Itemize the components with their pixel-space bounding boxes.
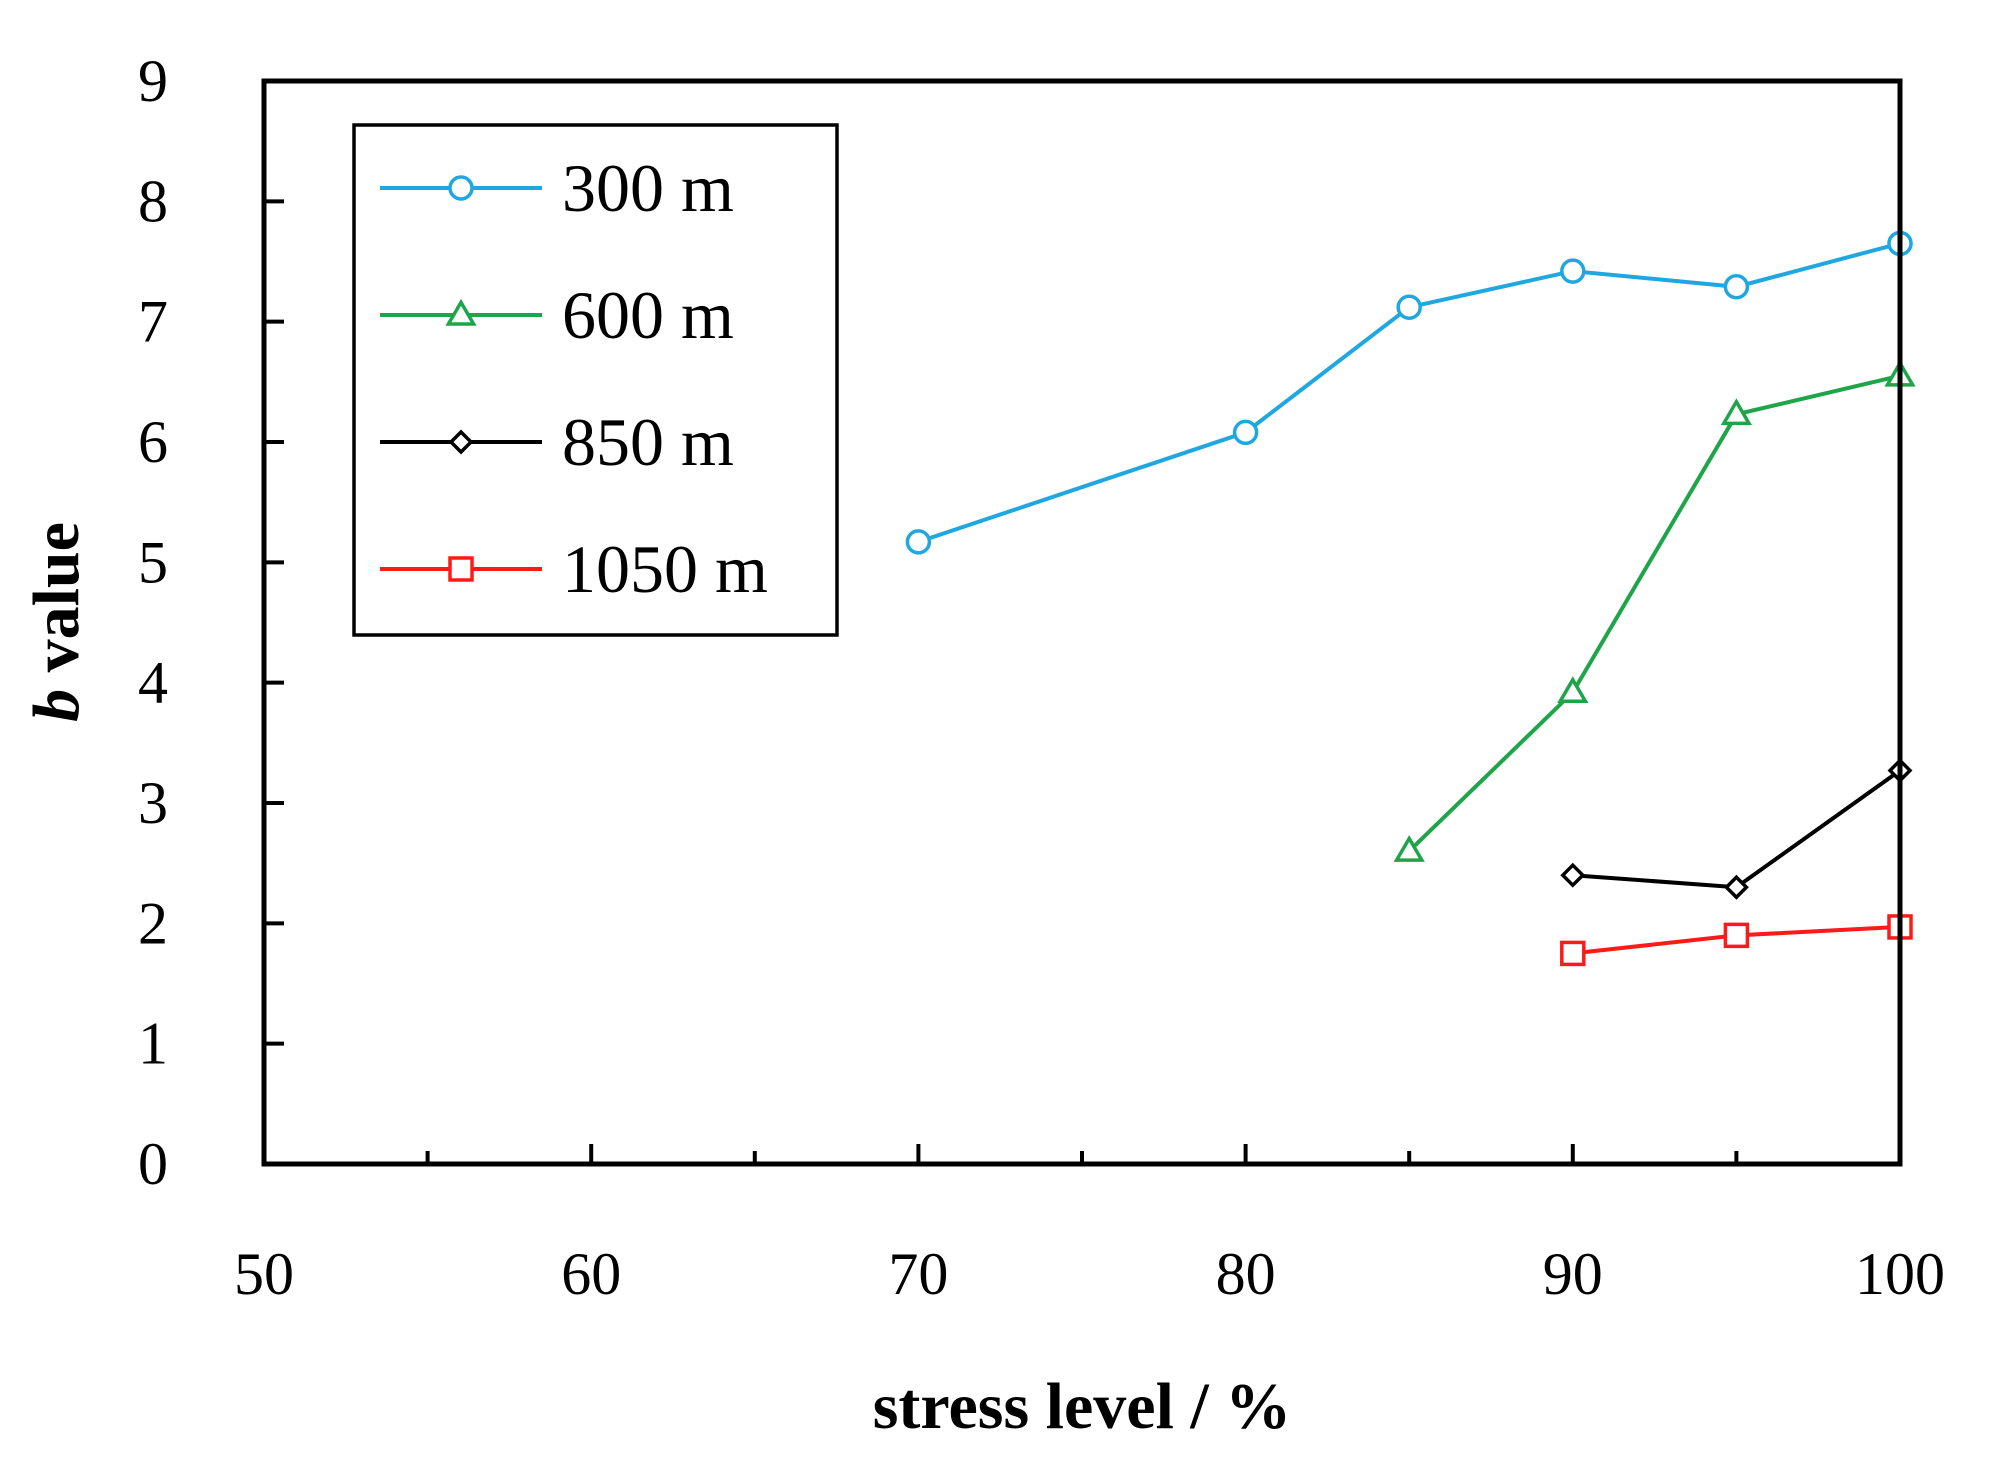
y-tick-label: 9 (138, 48, 168, 114)
y-tick-label: 4 (138, 650, 168, 716)
x-tick-label: 100 (1855, 1241, 1945, 1307)
legend-marker (445, 298, 477, 326)
data-point (1723, 274, 1750, 300)
y-tick-label: 2 (138, 890, 168, 956)
data-point (1560, 940, 1586, 967)
y-tick-label: 0 (138, 1131, 168, 1197)
legend-marker (448, 175, 474, 201)
x-tick-label: 90 (1543, 1241, 1603, 1307)
data-point (1396, 294, 1422, 320)
y-tick-label: 7 (138, 289, 168, 355)
data-point (1393, 835, 1425, 862)
legend-label: 850 m (562, 404, 734, 480)
legend-label: 300 m (562, 150, 734, 226)
tick-layer: 50 60 70 80 90 100 0 1 2 3 4 5 6 7 8 9 (138, 48, 1945, 1307)
series-line (1407, 373, 1901, 853)
y-tick-label: 3 (138, 770, 168, 836)
series-line (1572, 768, 1902, 890)
y-axis-title: b value (20, 522, 93, 722)
data-point (1720, 398, 1753, 426)
x-tick-label: 50 (234, 1241, 294, 1307)
legend-label: 600 m (562, 277, 734, 353)
data-point (1232, 419, 1259, 446)
data-point (1723, 922, 1750, 949)
data-point (1560, 258, 1586, 284)
data-point (1560, 862, 1586, 888)
y-tick-label: 6 (138, 409, 168, 475)
y-tick-label: 5 (138, 529, 168, 595)
legend-marker (448, 556, 474, 582)
legend-label: 1050 m (562, 531, 768, 607)
legend-items: 300 m 600 m 850 m 1050 m (380, 150, 768, 607)
plot-layer (905, 230, 1916, 967)
y-axis-title-rest: value (20, 522, 93, 689)
y-axis-title-italic: b (20, 689, 93, 722)
data-point (1557, 676, 1589, 704)
data-point (905, 529, 932, 555)
legend-marker (448, 429, 474, 455)
legend: 300 m 600 m 850 m 1050 m (352, 123, 839, 637)
x-tick-label: 70 (888, 1241, 948, 1307)
y-tick-label: 8 (138, 168, 168, 234)
y-tick-label: 1 (138, 1011, 168, 1077)
data-point (1723, 874, 1749, 900)
x-axis-title: stress level / % (873, 1370, 1292, 1443)
x-tick-label: 60 (561, 1241, 621, 1307)
legend-box (352, 123, 839, 637)
series-line (917, 241, 1901, 544)
x-tick-label: 80 (1216, 1241, 1276, 1307)
